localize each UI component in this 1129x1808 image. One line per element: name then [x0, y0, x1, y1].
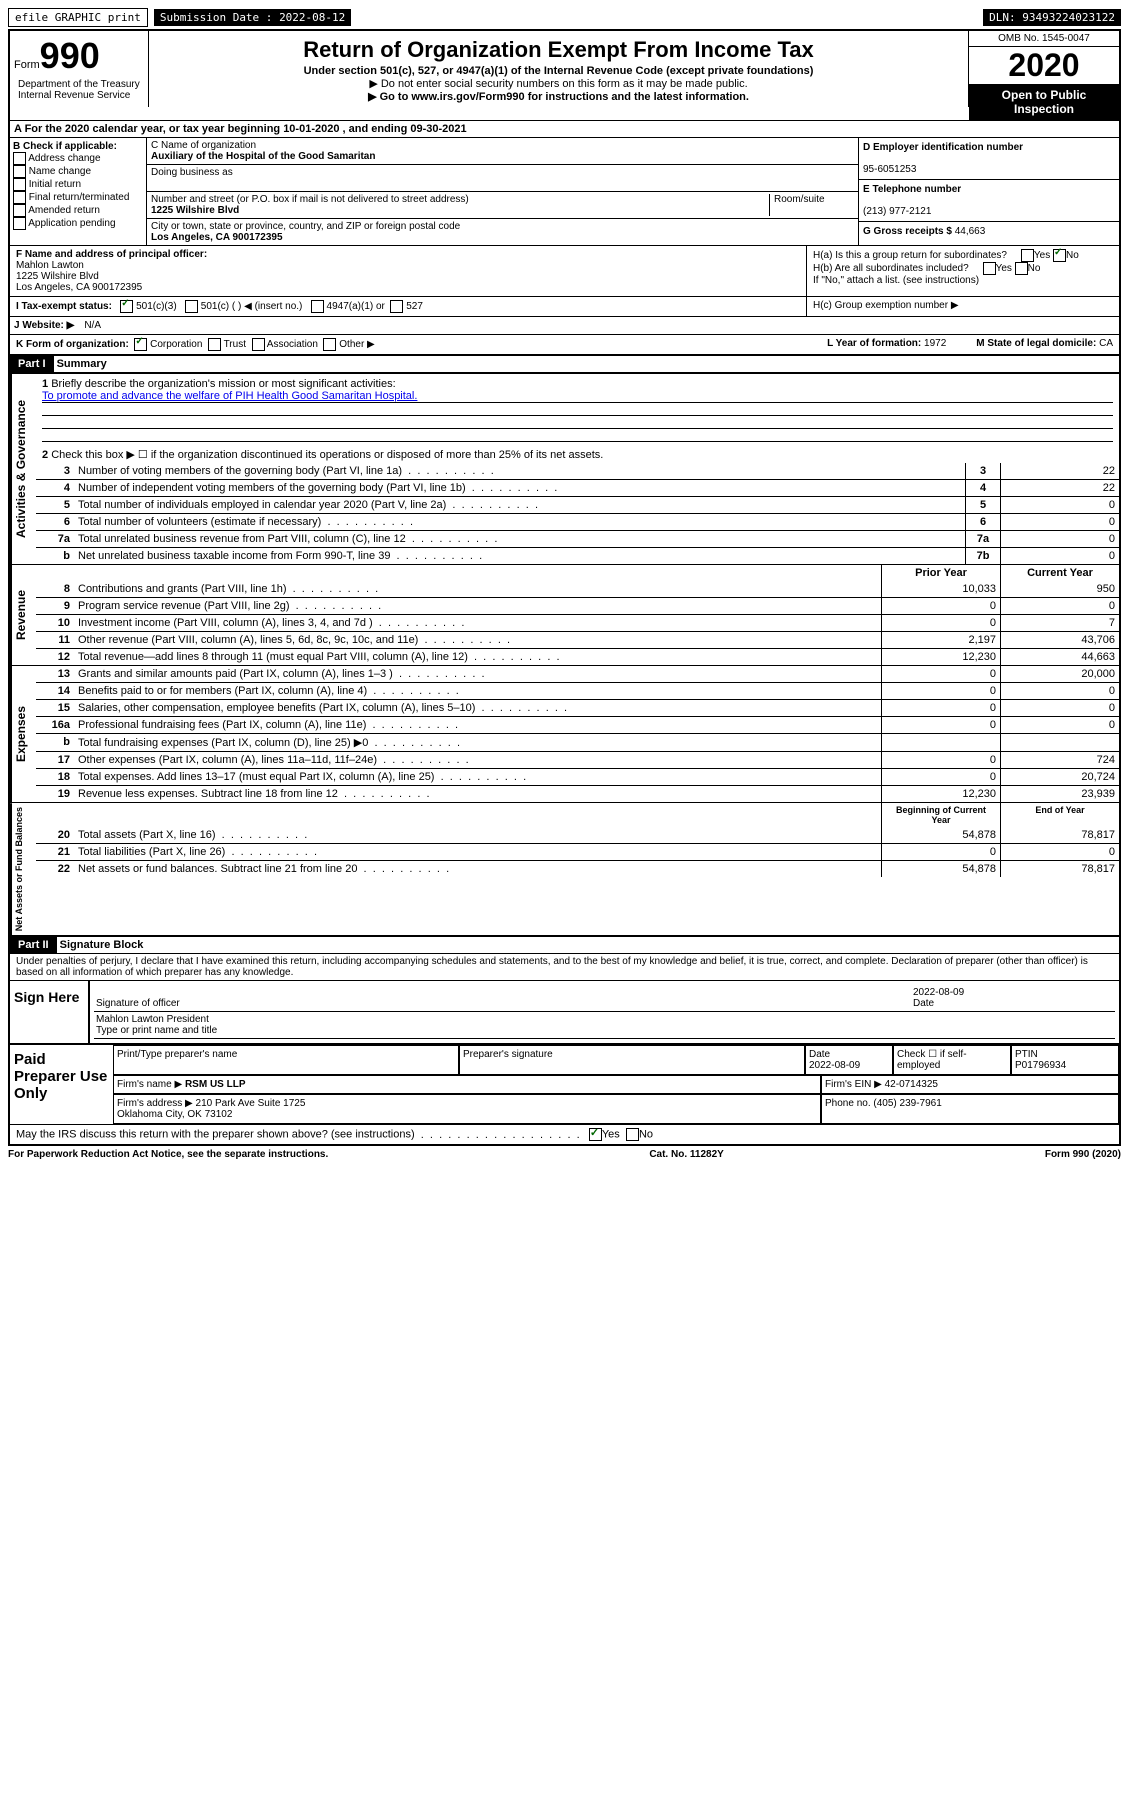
table-row: 15Salaries, other compensation, employee…	[36, 699, 1119, 716]
table-row: 10Investment income (Part VIII, column (…	[36, 614, 1119, 631]
table-row: bNet unrelated business taxable income f…	[36, 547, 1119, 564]
table-row: 11Other revenue (Part VIII, column (A), …	[36, 631, 1119, 648]
section-h: H(a) Is this a group return for subordin…	[806, 246, 1119, 296]
table-row: 20Total assets (Part X, line 16)54,87878…	[36, 827, 1119, 843]
line-2: Check this box ▶ ☐ if the organization d…	[51, 449, 603, 461]
form-title: Return of Organization Exempt From Incom…	[153, 37, 964, 63]
dept-treasury: Department of the Treasury Internal Reve…	[14, 77, 144, 103]
table-row: 4Number of independent voting members of…	[36, 479, 1119, 496]
sig-officer-label: Signature of officer	[96, 998, 180, 1009]
table-row: 8Contributions and grants (Part VIII, li…	[36, 581, 1119, 597]
perjury-declaration: Under penalties of perjury, I declare th…	[10, 954, 1119, 980]
table-row: 18Total expenses. Add lines 13–17 (must …	[36, 768, 1119, 785]
instruction-1: ▶ Do not enter social security numbers o…	[153, 77, 964, 90]
part-1-header: Part I Summary	[10, 354, 1119, 373]
submission-date: Submission Date : 2022-08-12	[154, 9, 351, 26]
officer-name: Mahlon Lawton President	[96, 1014, 209, 1025]
irs-discuss: May the IRS discuss this return with the…	[10, 1124, 1119, 1144]
form-990: Form990 Department of the Treasury Inter…	[8, 29, 1121, 1146]
table-row: 21Total liabilities (Part X, line 26)00	[36, 843, 1119, 860]
sign-here-label: Sign Here	[10, 981, 88, 1043]
instruction-2: ▶ Go to www.irs.gov/Form990 for instruct…	[153, 90, 964, 103]
table-row: 5Total number of individuals employed in…	[36, 496, 1119, 513]
section-i-tax-exempt: I Tax-exempt status: 501(c)(3) 501(c) ( …	[10, 297, 806, 316]
expenses-label: Expenses	[10, 666, 36, 802]
table-row: 6Total number of volunteers (estimate if…	[36, 513, 1119, 530]
section-b-checkboxes: B Check if applicable: Address change Na…	[10, 138, 147, 245]
dln: DLN: 93493224023122	[983, 9, 1121, 26]
section-hc: H(c) Group exemption number ▶	[806, 297, 1119, 316]
line-1-label: Briefly describe the organization's miss…	[51, 378, 395, 390]
open-inspection: Open to Public Inspection	[969, 84, 1119, 120]
section-f: F Name and address of principal officer:…	[10, 246, 806, 296]
line-a: A For the 2020 calendar year, or tax yea…	[10, 120, 1119, 137]
table-row: 12Total revenue—add lines 8 through 11 (…	[36, 648, 1119, 665]
table-row: 22Net assets or fund balances. Subtract …	[36, 860, 1119, 877]
table-row: 19Revenue less expenses. Subtract line 1…	[36, 785, 1119, 802]
table-row: 3Number of voting members of the governi…	[36, 463, 1119, 479]
section-j-website: J Website: ▶ N/A	[10, 316, 1119, 334]
beg-year-hdr: Beginning of Current Year	[881, 803, 1000, 827]
net-assets-label: Net Assets or Fund Balances	[10, 803, 36, 935]
table-row: 13Grants and similar amounts paid (Part …	[36, 666, 1119, 682]
table-row: 7aTotal unrelated business revenue from …	[36, 530, 1119, 547]
end-year-hdr: End of Year	[1000, 803, 1119, 827]
table-row: 9Program service revenue (Part VIII, lin…	[36, 597, 1119, 614]
top-bar: efile GRAPHIC print Submission Date : 20…	[8, 8, 1121, 27]
form-number-box: Form990 Department of the Treasury Inter…	[10, 31, 148, 107]
table-row: 17Other expenses (Part IX, column (A), l…	[36, 751, 1119, 768]
revenue-label: Revenue	[10, 565, 36, 665]
mission-text: To promote and advance the welfare of PI…	[42, 390, 1113, 403]
efile-label: efile GRAPHIC print	[8, 8, 148, 27]
tax-year: 2020	[969, 47, 1119, 84]
section-d-e-g: D Employer identification number95-60512…	[858, 138, 1119, 245]
current-year-hdr: Current Year	[1000, 565, 1119, 581]
footer: For Paperwork Reduction Act Notice, see …	[8, 1146, 1121, 1163]
table-row: bTotal fundraising expenses (Part IX, co…	[36, 733, 1119, 751]
table-row: 16aProfessional fundraising fees (Part I…	[36, 716, 1119, 733]
year-box: OMB No. 1545-0047 2020 Open to Public In…	[969, 31, 1119, 120]
section-c: C Name of organizationAuxiliary of the H…	[147, 138, 858, 245]
paid-preparer-label: Paid Preparer Use Only	[10, 1045, 113, 1124]
form-subtitle: Under section 501(c), 527, or 4947(a)(1)…	[153, 65, 964, 77]
omb-number: OMB No. 1545-0047	[969, 31, 1119, 47]
activities-governance-label: Activities & Governance	[10, 374, 36, 564]
section-k-l-m: K Form of organization: Corporation Trus…	[10, 334, 1119, 354]
table-row: 14Benefits paid to or for members (Part …	[36, 682, 1119, 699]
prior-year-hdr: Prior Year	[881, 565, 1000, 581]
part-2-header: Part II Signature Block	[10, 935, 1119, 954]
